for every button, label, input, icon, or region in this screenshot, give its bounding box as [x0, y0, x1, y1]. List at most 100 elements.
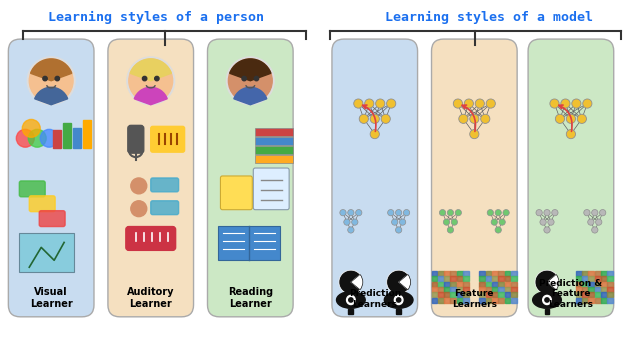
Bar — [479, 271, 485, 276]
Circle shape — [444, 219, 450, 225]
Bar — [595, 292, 600, 297]
Circle shape — [254, 76, 259, 81]
Bar — [607, 282, 613, 287]
Circle shape — [365, 99, 374, 108]
Bar — [576, 298, 582, 302]
Bar — [457, 282, 463, 287]
Bar — [479, 298, 485, 302]
Circle shape — [545, 298, 549, 302]
Circle shape — [486, 99, 495, 108]
Circle shape — [550, 99, 559, 108]
Bar — [486, 292, 492, 297]
Bar — [444, 292, 450, 297]
FancyBboxPatch shape — [19, 181, 45, 197]
Circle shape — [387, 99, 396, 108]
Circle shape — [476, 99, 484, 108]
Circle shape — [566, 130, 575, 139]
Wedge shape — [130, 59, 172, 81]
Bar — [589, 271, 595, 276]
Bar — [431, 277, 437, 281]
Circle shape — [561, 99, 570, 108]
Bar — [19, 233, 74, 272]
Circle shape — [354, 99, 363, 108]
Circle shape — [227, 57, 274, 105]
FancyBboxPatch shape — [207, 39, 293, 317]
FancyBboxPatch shape — [39, 211, 65, 227]
Circle shape — [127, 57, 175, 105]
Circle shape — [447, 227, 454, 233]
Bar — [451, 277, 456, 281]
Bar — [511, 298, 516, 302]
Circle shape — [470, 130, 479, 139]
Bar — [498, 298, 504, 302]
Bar — [486, 287, 492, 292]
Circle shape — [228, 59, 272, 103]
FancyBboxPatch shape — [151, 201, 179, 215]
Bar — [607, 298, 613, 302]
Bar — [53, 130, 61, 148]
Bar — [511, 271, 516, 276]
Bar — [601, 292, 607, 297]
Circle shape — [28, 129, 46, 147]
Bar — [463, 292, 469, 297]
Bar — [504, 298, 510, 302]
Bar — [438, 271, 444, 276]
Bar — [486, 298, 492, 302]
Bar — [479, 277, 485, 281]
Bar — [451, 287, 456, 292]
Text: Prediction
Learners: Prediction Learners — [349, 290, 401, 309]
Bar — [607, 271, 613, 276]
Wedge shape — [35, 87, 68, 105]
Ellipse shape — [337, 292, 365, 308]
Bar — [582, 287, 588, 292]
Bar — [498, 277, 504, 281]
Bar — [582, 271, 588, 276]
Bar — [255, 155, 293, 163]
Bar — [486, 277, 492, 281]
Text: Prediction &
Feature
Learners: Prediction & Feature Learners — [540, 279, 602, 309]
Bar — [451, 298, 456, 302]
Wedge shape — [134, 87, 167, 105]
Bar — [486, 282, 492, 287]
Bar — [492, 287, 498, 292]
Circle shape — [591, 209, 598, 216]
FancyArrowPatch shape — [363, 105, 376, 131]
Bar — [451, 292, 456, 297]
Bar — [492, 271, 498, 276]
Ellipse shape — [532, 292, 561, 308]
Bar — [431, 271, 437, 276]
Bar — [463, 287, 469, 292]
Bar — [438, 292, 444, 297]
Bar — [595, 282, 600, 287]
Bar — [498, 282, 504, 287]
Text: Auditory
Learner: Auditory Learner — [127, 287, 175, 309]
Bar — [595, 298, 600, 302]
Wedge shape — [399, 275, 411, 290]
Ellipse shape — [384, 292, 413, 308]
Bar — [444, 271, 450, 276]
Circle shape — [572, 99, 581, 108]
FancyBboxPatch shape — [528, 39, 614, 317]
Circle shape — [464, 99, 474, 108]
Bar — [595, 271, 600, 276]
Circle shape — [544, 227, 550, 233]
Bar — [607, 277, 613, 281]
Bar — [463, 298, 469, 302]
Bar — [595, 287, 600, 292]
Bar — [444, 287, 450, 292]
Circle shape — [470, 114, 479, 123]
Bar — [431, 282, 437, 287]
Circle shape — [131, 178, 147, 194]
Bar — [511, 292, 516, 297]
Ellipse shape — [394, 295, 403, 304]
Text: Feature
Learners: Feature Learners — [452, 290, 497, 309]
Circle shape — [440, 209, 445, 216]
Circle shape — [544, 209, 550, 216]
FancyBboxPatch shape — [8, 39, 94, 317]
Circle shape — [381, 114, 390, 123]
Circle shape — [596, 219, 602, 225]
Wedge shape — [547, 275, 559, 290]
Bar — [589, 298, 595, 302]
Bar — [431, 292, 437, 297]
FancyBboxPatch shape — [431, 39, 517, 317]
